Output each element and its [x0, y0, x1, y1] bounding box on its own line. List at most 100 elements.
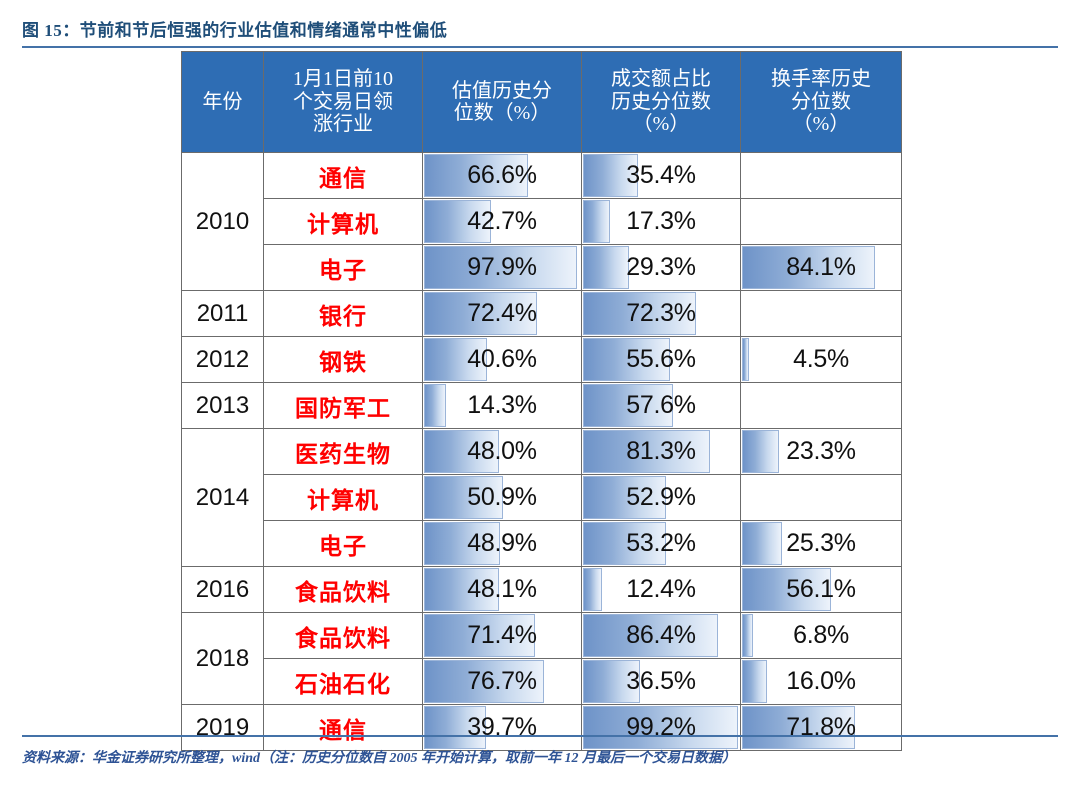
- turnover-amount-cell: 72.3%: [581, 290, 741, 337]
- turnover-rate-value: 16.0%: [786, 667, 856, 695]
- turnover-amount-bar: [583, 614, 718, 657]
- header-turnover-amount: 成交额占比 历史分位数 （%）: [581, 51, 741, 153]
- industry-cell: 计算机: [263, 198, 423, 245]
- valuation-bar: [424, 614, 536, 657]
- turnover-rate-cell: [740, 152, 902, 199]
- valuation-cell: 48.9%: [422, 520, 582, 567]
- turnover-rate-value: 6.8%: [793, 621, 849, 649]
- turnover-amount-bar: [583, 154, 639, 197]
- header-industry-label: 1月1日前10 个交易日领 涨行业: [293, 68, 393, 136]
- valuation-value: 40.6%: [467, 345, 537, 373]
- table-row: 2019 通信 39.7% 99.2% 71.8%: [181, 704, 902, 751]
- table-row: 电子 97.9% 29.3% 84.1%: [182, 244, 902, 291]
- sector-valuation-table: 年份 1月1日前10 个交易日领 涨行业 估值历史分 位数（%） 成交额占比 历…: [181, 51, 902, 751]
- industry-cell: 医药生物: [263, 428, 423, 475]
- turnover-amount-value: 55.6%: [626, 345, 696, 373]
- header-valuation: 估值历史分 位数（%）: [422, 51, 582, 153]
- turnover-amount-value: 12.4%: [626, 575, 696, 603]
- turnover-rate-bar: [742, 430, 779, 473]
- valuation-value: 97.9%: [467, 253, 537, 281]
- turnover-amount-value: 17.3%: [626, 207, 696, 235]
- industry-cell: 计算机: [263, 474, 423, 521]
- turnover-rate-cell: 23.3%: [740, 428, 902, 475]
- industry-cell: 电子: [263, 520, 423, 567]
- valuation-value: 76.7%: [467, 667, 537, 695]
- turnover-rate-value: 4.5%: [793, 345, 849, 373]
- valuation-bar: [424, 476, 504, 519]
- turnover-rate-bar: [742, 706, 856, 749]
- header-turnover-rate: 换手率历史 分位数 （%）: [740, 51, 902, 153]
- valuation-cell: 40.6%: [422, 336, 582, 383]
- turnover-amount-bar: [583, 200, 610, 243]
- turnover-amount-cell: 53.2%: [581, 520, 741, 567]
- valuation-value: 50.9%: [467, 483, 537, 511]
- year-cell: 2019: [181, 704, 264, 751]
- valuation-value: 48.0%: [467, 437, 537, 465]
- valuation-cell: 48.1%: [422, 566, 582, 613]
- industry-cell: 食品饮料: [263, 566, 423, 613]
- valuation-cell: 14.3%: [422, 382, 582, 429]
- turnover-rate-value: 84.1%: [786, 253, 856, 281]
- turnover-amount-value: 86.4%: [626, 621, 696, 649]
- year-cell: 2011: [181, 290, 264, 337]
- table-body: 2010 通信 66.6% 35.4% 计算机 42.7% 17.3% 电子 97.9% 29.3…: [181, 152, 902, 751]
- valuation-cell: 39.7%: [422, 704, 582, 751]
- turnover-amount-bar: [583, 522, 666, 565]
- valuation-bar: [424, 568, 500, 611]
- table-row: 2014 医药生物 48.0% 81.3% 23.3%: [181, 428, 902, 567]
- industry-cell: 通信: [263, 704, 423, 751]
- valuation-cell: 71.4%: [422, 612, 582, 659]
- turnover-rate-cell: [740, 290, 902, 337]
- turnover-amount-cell: 55.6%: [581, 336, 741, 383]
- valuation-value: 71.4%: [467, 621, 537, 649]
- valuation-value: 48.9%: [467, 529, 537, 557]
- turnover-amount-cell: 99.2%: [581, 704, 741, 751]
- turnover-amount-value: 72.3%: [626, 299, 696, 327]
- valuation-cell: 42.7%: [422, 198, 582, 245]
- turnover-amount-cell: 36.5%: [581, 658, 741, 705]
- table-row: 计算机 50.9% 52.9%: [182, 474, 902, 521]
- turnover-rate-bar: [742, 246, 875, 289]
- table-row: 石油石化 76.7% 36.5% 16.0%: [182, 658, 902, 705]
- valuation-value: 66.6%: [467, 161, 537, 189]
- turnover-amount-cell: 12.4%: [581, 566, 741, 613]
- turnover-rate-cell: [740, 382, 902, 429]
- turnover-amount-value: 35.4%: [626, 161, 696, 189]
- turnover-rate-cell: 71.8%: [740, 704, 902, 751]
- valuation-value: 72.4%: [467, 299, 537, 327]
- valuation-cell: 76.7%: [422, 658, 582, 705]
- header-turnover-amount-label: 成交额占比 历史分位数 （%）: [611, 68, 711, 136]
- turnover-rate-bar: [742, 660, 768, 703]
- year-cell: 2016: [181, 566, 264, 613]
- valuation-value: 14.3%: [467, 391, 537, 419]
- table-row: 2012 钢铁 40.6% 55.6% 4.5%: [181, 336, 902, 383]
- year-cell: 2013: [181, 382, 264, 429]
- turnover-rate-cell: 84.1%: [740, 244, 902, 291]
- turnover-rate-cell: 25.3%: [740, 520, 902, 567]
- valuation-bar: [424, 660, 544, 703]
- turnover-amount-cell: 86.4%: [581, 612, 741, 659]
- turnover-amount-bar: [583, 292, 696, 335]
- industry-cell: 电子: [263, 244, 423, 291]
- valuation-bar: [424, 430, 499, 473]
- valuation-value: 42.7%: [467, 207, 537, 235]
- industry-cell: 食品饮料: [263, 612, 423, 659]
- turnover-rate-value: 71.8%: [786, 713, 856, 741]
- turnover-rate-bar: [742, 338, 750, 381]
- table-row: 2018 食品饮料 71.4% 86.4% 6.8%: [181, 612, 902, 705]
- turnover-amount-value: 81.3%: [626, 437, 696, 465]
- valuation-bar: [424, 338, 488, 381]
- turnover-amount-cell: 17.3%: [581, 198, 741, 245]
- turnover-amount-value: 52.9%: [626, 483, 696, 511]
- table-row: 电子 48.9% 53.2% 25.3%: [182, 520, 902, 567]
- turnover-amount-value: 53.2%: [626, 529, 696, 557]
- valuation-value: 48.1%: [467, 575, 537, 603]
- turnover-amount-value: 29.3%: [626, 253, 696, 281]
- valuation-bar: [424, 154, 528, 197]
- valuation-bar: [424, 292, 537, 335]
- turnover-amount-bar: [583, 384, 673, 427]
- year-cell: 2010: [181, 152, 264, 291]
- figure-title: 图 15：节前和节后恒强的行业估值和情绪通常中性偏低: [22, 21, 448, 40]
- table-row: 2013 国防军工 14.3% 57.6%: [181, 382, 902, 429]
- header-valuation-label: 估值历史分 位数（%）: [452, 79, 552, 124]
